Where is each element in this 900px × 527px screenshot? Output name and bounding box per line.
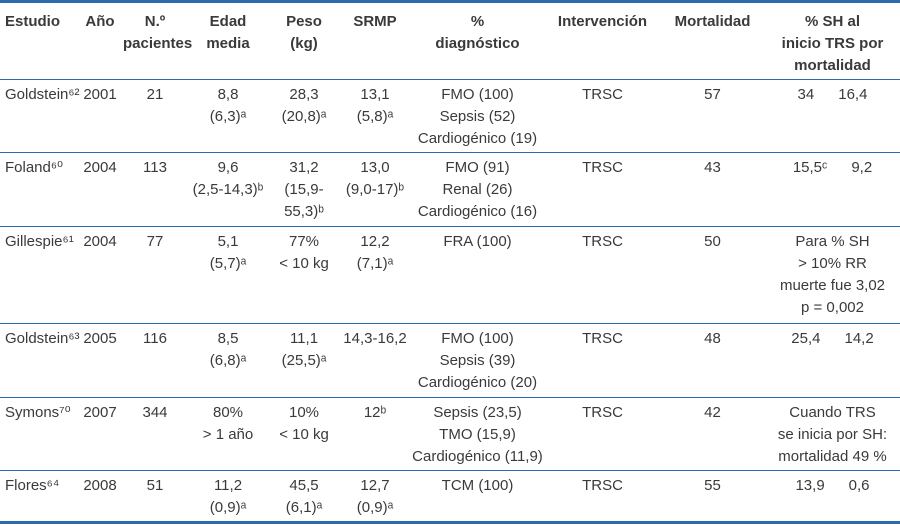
sh-value-pair: 25,4 14,2 (766, 328, 899, 350)
cell-peso: 10% < 10 kg (279, 404, 329, 443)
cell-diagnostico: FMO (100) Sepsis (52) Cardiogénico (19) (417, 86, 538, 147)
cell-diagnostico: Sepsis (23,5) TMO (15,9) Cardiogénico (1… (412, 404, 543, 465)
cell-peso: 45,5 (6,1)ᵃ (285, 477, 323, 516)
cell-diagnostico: TCM (100) (441, 477, 514, 494)
cell-ano: 2008 (83, 477, 117, 494)
sh-value: 0,6 (848, 477, 870, 494)
cell-estudio: Goldstein⁶² (5, 86, 80, 103)
cell-srmp: 13,0 (9,0-17)ᵇ (345, 159, 405, 198)
header-diagnostico: % diagnóstico (435, 13, 520, 52)
header-edad-media: Edad media (206, 13, 250, 52)
cell-edad: 9,6 (2,5-14,3)ᵇ (192, 159, 264, 198)
table-row: Foland⁶⁰ 2004 113 9,6 (2,5-14,3)ᵇ 31,2 (15,9… (0, 153, 900, 227)
cell-pacientes: 113 (143, 159, 167, 176)
cell-edad: 80% > 1 año (202, 404, 254, 443)
cell-srmp: 12,2 (7,1)ᵃ (356, 233, 394, 272)
sh-value: 25,4 (791, 330, 821, 347)
table-row: Flores⁶⁴ 2008 51 11,2 (0,9)ᵃ 45,5 (6,1)ᵃ 12,7… (0, 471, 900, 523)
cell-diagnostico: FRA (100) (443, 233, 512, 250)
header-peso: Peso (kg) (286, 13, 322, 52)
sh-value: 34 (797, 86, 815, 103)
cell-pacientes: 51 (146, 477, 164, 494)
cell-intervencion: TRSC (582, 477, 623, 494)
cell-estudio: Symons⁷⁰ (5, 404, 71, 421)
cell-estudio: Goldstein⁶³ (5, 330, 80, 347)
sh-value: 9,2 (851, 159, 873, 176)
sh-value-pair: 34 16,4 (766, 84, 899, 106)
header-ano: Año (85, 13, 115, 30)
cell-sh-inicio-trs: 25,4 14,2 (765, 324, 900, 398)
cell-intervencion: TRSC (582, 86, 623, 103)
cell-estudio: Flores⁶⁴ (5, 477, 60, 494)
cell-sh-inicio-trs: Cuando TRS se inicia por SH: mortalidad … (777, 404, 888, 465)
cell-diagnostico: FMO (91) Renal (26) Cardiogénico (16) (417, 159, 538, 220)
cell-ano: 2004 (83, 233, 117, 250)
sh-value: 15,5ᶜ (792, 159, 828, 176)
cell-intervencion: TRSC (582, 330, 623, 347)
cell-sh-inicio-trs: 13,9 0,6 (765, 471, 900, 523)
cell-peso: 31,2 (15,9-55,3)ᵇ (284, 159, 324, 220)
cell-ano: 2005 (83, 330, 117, 347)
header-intervencion: Intervención (557, 13, 648, 30)
table-row: Symons⁷⁰ 2007 344 80% > 1 año 10% < 10 kg 12ᵇ… (0, 398, 900, 471)
table-row: Gillespie⁶¹ 2004 77 5,1 (5,7)ᵃ 77% < 10 kg 12… (0, 227, 900, 324)
cell-peso: 77% < 10 kg (279, 233, 329, 272)
cell-sh-inicio-trs: 15,5ᶜ 9,2 (765, 153, 900, 227)
cell-srmp: 12,7 (0,9)ᵃ (356, 477, 394, 516)
cell-pacientes: 116 (143, 330, 167, 347)
cell-srmp: 13,1 (5,8)ᵃ (356, 86, 394, 125)
cell-mortalidad: 43 (704, 159, 721, 176)
header-estudio: Estudio (5, 13, 60, 30)
cell-edad: 11,2 (0,9)ᵃ (209, 477, 247, 516)
cell-intervencion: TRSC (582, 159, 623, 176)
sh-value: 13,9 (795, 477, 825, 494)
cell-estudio: Gillespie⁶¹ (5, 233, 74, 250)
header-srmp: SRMP (353, 13, 397, 30)
cell-estudio: Foland⁶⁰ (5, 159, 64, 176)
cell-peso: 28,3 (20,8)ᵃ (281, 86, 327, 125)
cell-intervencion: TRSC (582, 233, 623, 250)
table-row: Goldstein⁶³ 2005 116 8,5 (6,8)ᵃ 11,1 (25,5)ᵃ… (0, 324, 900, 398)
table-body: Goldstein⁶² 2001 21 8,8 (6,3)ᵃ 28,3 (20,8)ᵃ 1… (0, 80, 900, 523)
table-row: Goldstein⁶² 2001 21 8,8 (6,3)ᵃ 28,3 (20,8)ᵃ 1… (0, 80, 900, 153)
cell-peso: 11,1 (25,5)ᵃ (281, 330, 327, 369)
table-header: Estudio Año N.º pacientes Edad media Pes… (0, 2, 900, 80)
header-sh-inicio-trs: % SH al inicio TRS por mortalidad (781, 13, 884, 74)
cell-edad: 8,5 (6,8)ᵃ (209, 330, 247, 369)
cell-mortalidad: 57 (704, 86, 721, 103)
header-n-pacientes: N.º pacientes (123, 13, 193, 52)
cell-ano: 2001 (83, 86, 117, 103)
cell-mortalidad: 48 (704, 330, 721, 347)
cell-ano: 2007 (83, 404, 117, 421)
cell-sh-inicio-trs: Para % SH > 10% RR muerte fue 3,02 p = 0… (779, 233, 886, 316)
cell-sh-inicio-trs: 34 16,4 (765, 80, 900, 153)
sh-value-pair: 15,5ᶜ 9,2 (766, 157, 899, 179)
cell-srmp: 12ᵇ (363, 404, 387, 421)
cell-edad: 8,8 (6,3)ᵃ (209, 86, 247, 125)
cell-edad: 5,1 (5,7)ᵃ (209, 233, 247, 272)
cell-mortalidad: 42 (704, 404, 721, 421)
cell-srmp: 14,3-16,2 (343, 330, 407, 347)
sh-value: 16,4 (838, 86, 868, 103)
cell-pacientes: 77 (146, 233, 164, 250)
cell-pacientes: 344 (142, 404, 168, 421)
cell-pacientes: 21 (146, 86, 164, 103)
header-row: Estudio Año N.º pacientes Edad media Pes… (0, 2, 900, 80)
cell-intervencion: TRSC (582, 404, 623, 421)
cell-diagnostico: FMO (100) Sepsis (39) Cardiogénico (20) (417, 330, 538, 391)
cell-mortalidad: 50 (704, 233, 721, 250)
sh-value-pair: 13,9 0,6 (766, 475, 899, 497)
cell-mortalidad: 55 (704, 477, 721, 494)
sh-value: 14,2 (844, 330, 874, 347)
cell-ano: 2004 (83, 159, 117, 176)
header-mortalidad: Mortalidad (674, 13, 751, 30)
